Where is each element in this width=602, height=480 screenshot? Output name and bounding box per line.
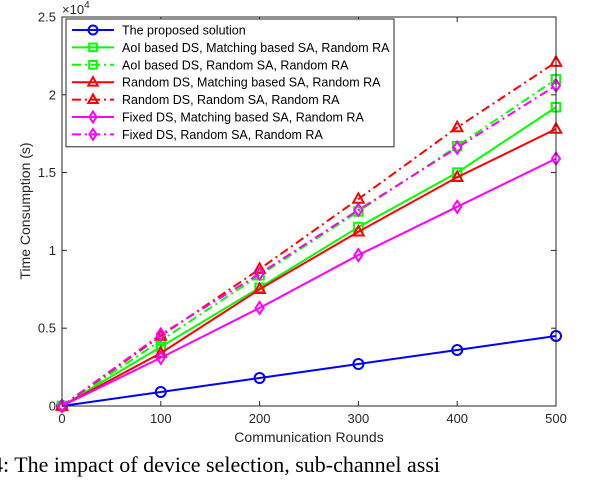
legend-label: AoI based DS, Matching based SA, Random … — [122, 41, 390, 55]
x-tick-label: 300 — [348, 411, 370, 426]
x-tick-label: 400 — [446, 411, 468, 426]
series-line — [61, 61, 557, 407]
data-point — [155, 326, 167, 343]
legend-box — [65, 18, 395, 148]
x-tick-label: 100 — [150, 411, 172, 426]
data-point — [353, 247, 364, 263]
data-point — [351, 223, 366, 237]
x-tick-label: 0 — [58, 411, 65, 426]
data-point — [254, 300, 265, 316]
y-tick-label: 1.5 — [38, 165, 56, 180]
line-chart: 0 100 200 300 400 500 0 0.5 1 1.5 2 2.5 The propose… — [17, 0, 567, 445]
legend: The proposed solution AoI based DS, Match… — [65, 18, 395, 148]
data-point — [450, 119, 465, 133]
data-point — [154, 385, 167, 398]
legend-item: Fixed DS, Random SA, Random RA — [72, 127, 323, 142]
y-tick-label: 0.5 — [38, 321, 56, 336]
legend-marker — [88, 59, 98, 70]
legend-marker — [88, 42, 98, 53]
legend-label: AoI based DS, Random SA, Random RA — [122, 58, 349, 72]
x-tick-label: 500 — [545, 411, 567, 426]
series-line — [61, 106, 557, 407]
data-point — [451, 343, 464, 356]
y-multiplier-label: ×104 — [62, 0, 90, 17]
y-tick-label: 0 — [49, 399, 56, 414]
data-point — [253, 371, 266, 384]
data-point — [353, 202, 364, 218]
y-tick-label: 1 — [49, 243, 56, 258]
legend-marker — [88, 127, 98, 142]
legend-label: Random DS, Random SA, Random RA — [122, 93, 340, 107]
legend-item: AoI based DS, Random SA, Random RA — [72, 58, 349, 72]
data-point — [252, 261, 267, 274]
y-tick-label: 2.5 — [38, 10, 56, 25]
legend-marker — [86, 74, 100, 87]
data-point — [252, 281, 267, 295]
series-line — [61, 157, 557, 407]
series-line — [61, 78, 557, 407]
data-point — [155, 349, 167, 366]
series-line — [61, 334, 557, 407]
legend-label: Fixed DS, Random SA, Random RA — [122, 128, 323, 142]
legend-item: AoI based DS, Matching based SA, Random … — [72, 41, 390, 55]
series-line — [61, 128, 557, 407]
data-point — [450, 169, 465, 183]
data-point — [254, 265, 265, 282]
legend-item: Random DS, Random SA, Random RA — [72, 92, 340, 107]
data-point — [451, 139, 463, 156]
figure-caption-text: 4: The impact of device selection, sub-c… — [0, 452, 441, 477]
legend-label: Fixed DS, Matching based SA, Random RA — [122, 111, 364, 125]
figure-caption: 4: The impact of device selection, sub-c… — [0, 452, 602, 480]
data-point — [451, 199, 463, 215]
legend-marker — [86, 92, 100, 104]
legend-label: Random DS, Matching based SA, Random RA — [122, 76, 381, 90]
data-point — [352, 357, 365, 370]
series-line — [61, 84, 557, 407]
legend-item: Random DS, Matching based SA, Random RA — [72, 74, 381, 90]
legend-item: The proposed solution — [72, 24, 246, 38]
x-tick-label: 200 — [249, 411, 271, 426]
legend-item: Fixed DS, Matching based SA, Random RA — [72, 109, 364, 125]
legend-marker — [88, 109, 98, 125]
y-exponent-label: 4 — [84, 0, 90, 11]
axes-box — [61, 16, 557, 407]
y-tick-label: 2 — [49, 87, 56, 102]
y-axis-label: Time Consumption (s) — [17, 142, 33, 279]
x-axis-label: Communication Rounds — [234, 429, 383, 445]
legend-marker — [87, 24, 99, 36]
data-point — [56, 398, 68, 414]
legend-label: The proposed solution — [122, 24, 246, 38]
series-6 — [56, 150, 562, 414]
